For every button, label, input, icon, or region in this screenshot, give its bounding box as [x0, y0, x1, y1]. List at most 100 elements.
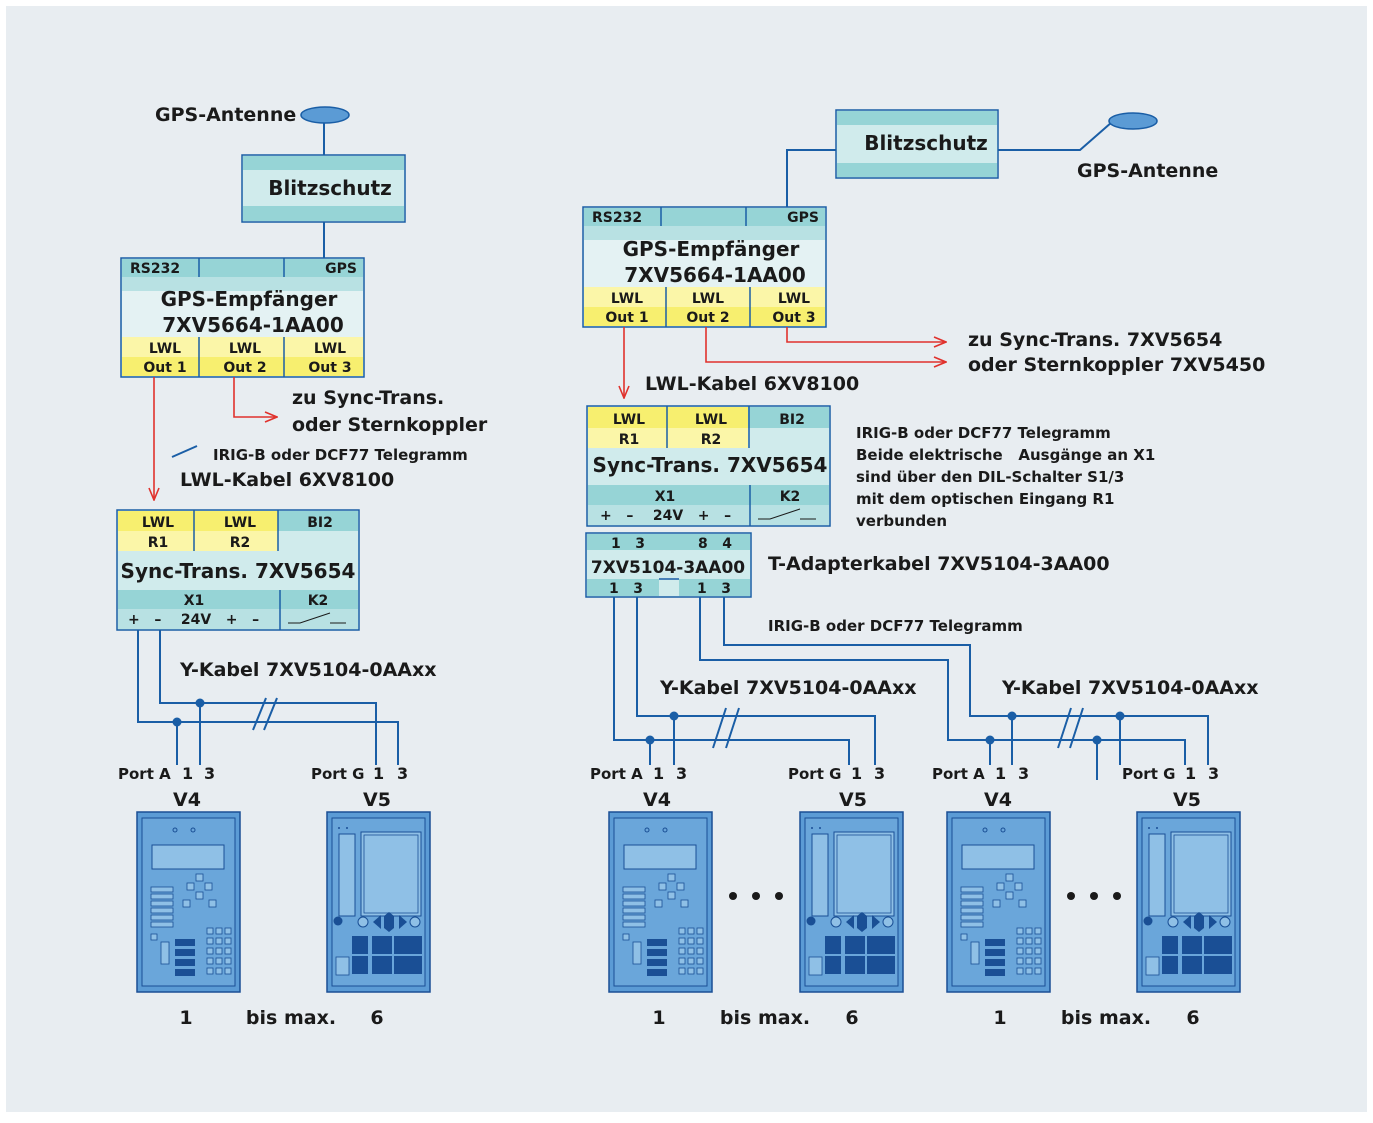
- left-fiber-lines: [154, 377, 277, 500]
- note-line4: mit dem optischen Eingang R1: [856, 490, 1114, 508]
- t-adapter-box: 1 3 8 4 7XV5104-3AA00 1 3 1 3: [585, 532, 752, 598]
- out1-lwl-right: LWL: [611, 291, 643, 307]
- out3-label-right: Out 3: [772, 310, 815, 326]
- count-min: 1: [179, 1007, 192, 1029]
- out3-label: Out 3: [308, 360, 351, 376]
- sync-x1-pins-right: + – 24V + –: [600, 508, 731, 524]
- sync-lwl2-right: LWL: [695, 412, 727, 428]
- count-max-r2: 6: [1186, 1007, 1199, 1029]
- zu-sync-label: zu Sync-Trans.: [292, 387, 444, 409]
- out1-lwl: LWL: [149, 341, 181, 357]
- t-adapter-bot-pins-b: 1 3: [697, 581, 731, 597]
- port-g-pin3-r1: 3: [874, 764, 885, 783]
- port-a-label-r1: Port A: [590, 765, 643, 783]
- blitzschutz-box-right: Blitzschutz: [835, 109, 999, 179]
- t-adapter-top-pins-a: 1 3: [611, 536, 645, 552]
- port-g-label-r2: Port G: [1122, 765, 1175, 783]
- note-line1: IRIG-B oder DCF77 Telegramm: [856, 424, 1111, 442]
- port-a-pin3-r2: 3: [1018, 764, 1029, 783]
- sync-x1-right: X1: [655, 489, 676, 505]
- sync-k2: K2: [308, 593, 329, 609]
- device-v4-icon-r2: [946, 811, 1051, 993]
- port-g-label: Port G: [311, 765, 364, 783]
- gps-antenne-label: GPS-Antenne: [155, 104, 296, 126]
- out1-label-right: Out 1: [605, 310, 648, 326]
- irig-label: IRIG-B oder DCF77 Telegramm: [213, 446, 468, 464]
- sync-x1: X1: [184, 593, 205, 609]
- left-system: GPS-Antenne Blitzschutz RS232 GPS GPS-Em…: [116, 104, 488, 1029]
- out2-label-right: Out 2: [686, 310, 729, 326]
- ellipsis-icon-r1: [729, 892, 783, 900]
- sync-k2-right: K2: [780, 489, 801, 505]
- device-v5-icon: [326, 811, 431, 993]
- sync-r1: R1: [148, 535, 169, 551]
- oder-sternkoppler-label: oder Sternkoppler: [292, 414, 488, 436]
- y-kabel-label-a: Y-Kabel 7XV5104-0AAxx: [659, 677, 917, 699]
- zu-sync-label-right: zu Sync-Trans. 7XV5654: [968, 329, 1222, 351]
- receiver-title: GPS-Empfänger: [161, 287, 338, 311]
- port-a-label-r2: Port A: [932, 765, 985, 783]
- receiver-model-right: 7XV5664-1AA00: [624, 263, 805, 287]
- sync-lwl1-right: LWL: [613, 412, 645, 428]
- port-a-pin1-r1: 1: [653, 764, 664, 783]
- device-v4-icon: [136, 811, 241, 993]
- port-g-pin3-r2: 3: [1208, 764, 1219, 783]
- v4-label-r1: V4: [643, 789, 671, 811]
- v4-label-r2: V4: [984, 789, 1012, 811]
- sync-x1-pins: + – 24V + –: [128, 612, 259, 628]
- right-wires: [613, 121, 1209, 780]
- v5-label-r1: V5: [839, 789, 867, 811]
- sync-r2: R2: [230, 535, 251, 551]
- sync-trans-box: LWL LWL BI2 R1 R2 Sync-Trans. 7XV5654 X1…: [116, 509, 360, 631]
- v5-label-r2: V5: [1173, 789, 1201, 811]
- out2-label: Out 2: [223, 360, 266, 376]
- lwl-kabel-label-right: LWL-Kabel 6XV8100: [645, 373, 859, 395]
- port-a-pin1: 1: [182, 764, 193, 783]
- right-fiber-lines: [624, 327, 946, 398]
- receiver-title-right: GPS-Empfänger: [623, 237, 800, 261]
- note-line3: sind über den DIL-Schalter S1/3: [856, 468, 1124, 486]
- irig-label-right: IRIG-B oder DCF77 Telegramm: [768, 617, 1023, 635]
- count-max-r1: 6: [845, 1007, 858, 1029]
- out1-label: Out 1: [143, 360, 186, 376]
- bis-max-label-r2: bis max.: [1061, 1007, 1151, 1029]
- gps-port-label: GPS: [325, 261, 357, 277]
- port-g-label-r1: Port G: [788, 765, 841, 783]
- bis-max-label: bis max.: [246, 1007, 336, 1029]
- sync-r2-right: R2: [701, 432, 722, 448]
- count-min-r2: 1: [993, 1007, 1006, 1029]
- oder-sternkoppler-label-right: oder Sternkoppler 7XV5450: [968, 354, 1265, 376]
- gps-antenne-label-right: GPS-Antenne: [1077, 160, 1218, 182]
- sync-lwl1: LWL: [142, 515, 174, 531]
- bis-max-label-r1: bis max.: [720, 1007, 810, 1029]
- device-v5-icon-r1: [799, 811, 904, 993]
- lwl-kabel-label: LWL-Kabel 6XV8100: [180, 469, 394, 491]
- t-adapter-label: T-Adapterkabel 7XV5104-3AA00: [768, 553, 1110, 575]
- gps-antenna-icon: [300, 106, 350, 124]
- port-g-pin1-r2: 1: [1185, 764, 1196, 783]
- out2-lwl: LWL: [229, 341, 261, 357]
- note-line2: Beide elektrische Ausgänge an X1: [856, 446, 1155, 464]
- port-g-pin1: 1: [373, 764, 384, 783]
- right-system: Blitzschutz GPS-Antenne RS232 GPS GPS-Em…: [582, 109, 1265, 1029]
- receiver-model: 7XV5664-1AA00: [162, 313, 343, 337]
- y-kabel-label-b: Y-Kabel 7XV5104-0AAxx: [1001, 677, 1259, 699]
- gps-antenna-icon-right: [1108, 112, 1158, 130]
- port-a-label: Port A: [118, 765, 171, 783]
- port-a-pin1-r2: 1: [995, 764, 1006, 783]
- sync-title-right: Sync-Trans. 7XV5654: [593, 453, 828, 477]
- sync-trans-box-right: LWL LWL BI2 R1 R2 Sync-Trans. 7XV5654 X1…: [586, 405, 831, 527]
- sync-bi2: BI2: [307, 515, 333, 531]
- device-v5-icon-r2: [1136, 811, 1241, 993]
- k2-contact-icon-right: [758, 508, 816, 520]
- sync-title: Sync-Trans. 7XV5654: [121, 559, 356, 583]
- rs232-label: RS232: [130, 261, 180, 277]
- t-adapter-top-pins-b: 8 4: [698, 536, 732, 552]
- gps-port-label-right: GPS: [787, 210, 819, 226]
- port-g-pin3: 3: [397, 764, 408, 783]
- port-g-pin1-r1: 1: [851, 764, 862, 783]
- ellipsis-icon-r2: [1067, 892, 1121, 900]
- blitzschutz-label: Blitzschutz: [268, 176, 392, 200]
- out3-lwl-right: LWL: [778, 291, 810, 307]
